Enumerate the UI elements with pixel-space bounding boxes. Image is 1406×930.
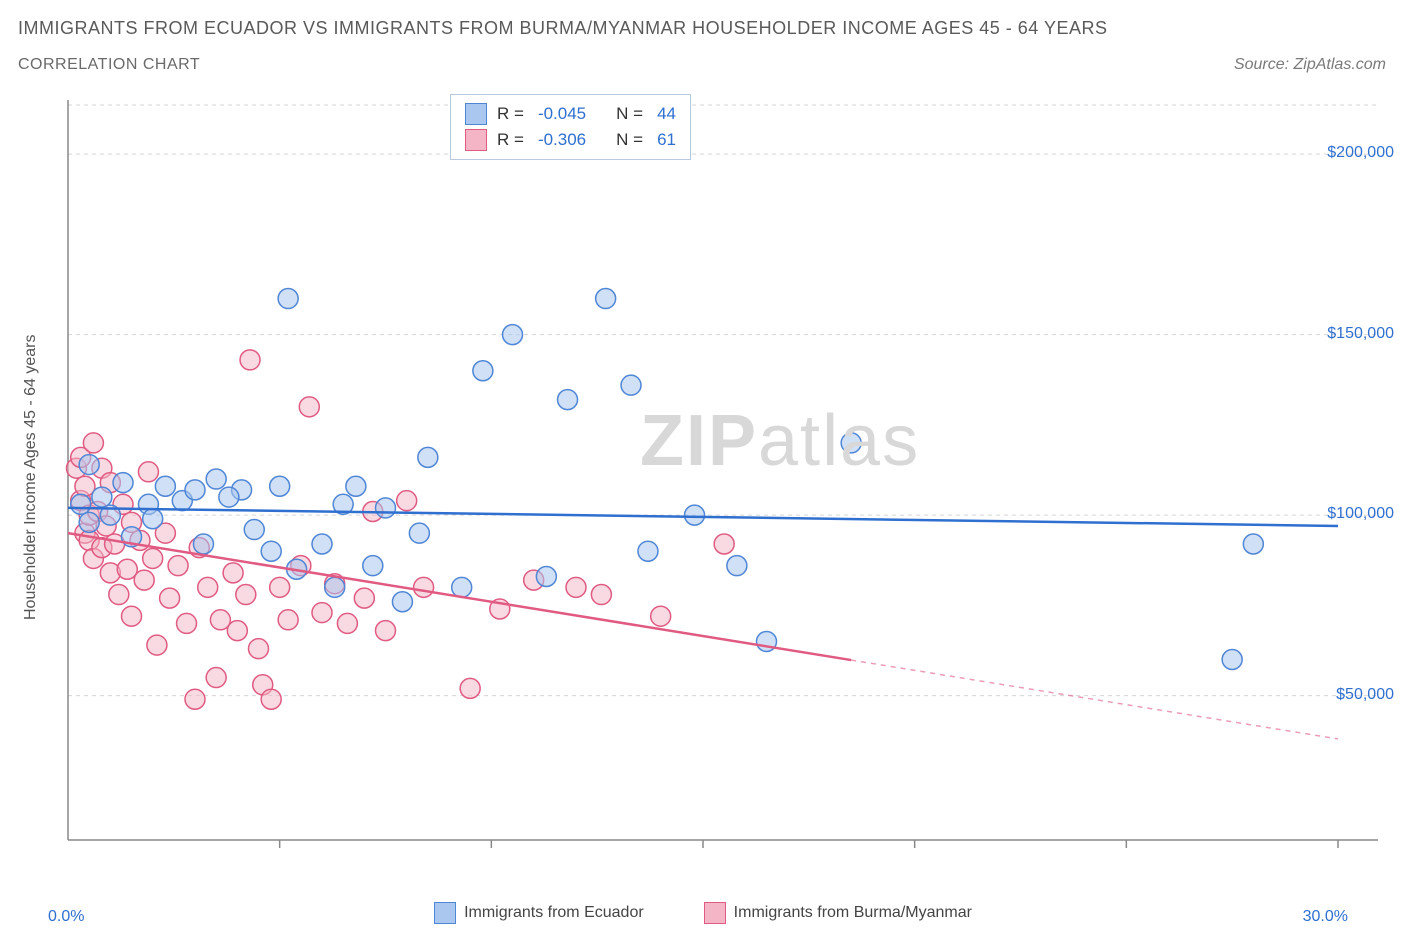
- stats-legend: R = -0.045 N = 44 R = -0.306 N = 61: [450, 94, 691, 160]
- stats-row-2: R = -0.306 N = 61: [465, 127, 676, 153]
- legend-swatch-1: [434, 902, 456, 924]
- stats-swatch-1: [465, 103, 487, 125]
- stats-r-value-1: -0.045: [538, 101, 586, 127]
- chart-subtitle: CORRELATION CHART: [18, 56, 200, 74]
- legend-item-1: Immigrants from Ecuador: [434, 902, 644, 924]
- chart-title: IMMIGRANTS FROM ECUADOR VS IMMIGRANTS FR…: [18, 18, 1107, 39]
- stats-r-value-2: -0.306: [538, 127, 586, 153]
- legend-item-2: Immigrants from Burma/Myanmar: [704, 902, 972, 924]
- legend-swatch-2: [704, 902, 726, 924]
- y-tick-label: $150,000: [1327, 325, 1394, 343]
- y-tick-label: $200,000: [1327, 144, 1394, 162]
- stats-n-label-1: N =: [616, 101, 643, 127]
- source-attribution: Source: ZipAtlas.com: [1234, 56, 1386, 74]
- legend-label-2: Immigrants from Burma/Myanmar: [734, 904, 972, 922]
- stats-n-value-2: 61: [657, 127, 676, 153]
- stats-r-label-2: R =: [497, 127, 524, 153]
- stats-n-label-2: N =: [616, 127, 643, 153]
- stats-n-value-1: 44: [657, 101, 676, 127]
- legend-bottom: Immigrants from Ecuador Immigrants from …: [0, 902, 1406, 930]
- scatter-chart: [38, 90, 1388, 880]
- stats-swatch-2: [465, 129, 487, 151]
- y-axis-label: Householder Income Ages 45 - 64 years: [22, 335, 40, 621]
- stats-r-label-1: R =: [497, 101, 524, 127]
- y-tick-label: $100,000: [1327, 505, 1394, 523]
- y-tick-label: $50,000: [1336, 686, 1394, 704]
- legend-label-1: Immigrants from Ecuador: [464, 904, 644, 922]
- stats-row-1: R = -0.045 N = 44: [465, 101, 676, 127]
